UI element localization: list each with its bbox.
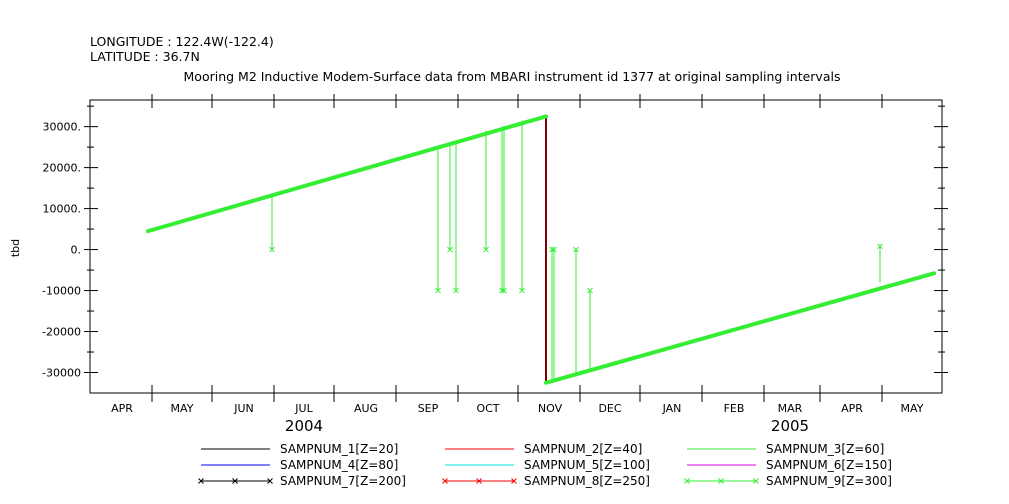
x-tick-label: FEB bbox=[724, 402, 745, 415]
legend-label: SAMPNUM_3[Z=60] bbox=[766, 442, 884, 456]
latitude-label: LATITUDE : 36.7N bbox=[90, 49, 200, 64]
x-tick-label: SEP bbox=[418, 402, 439, 415]
x-tick-label: APR bbox=[841, 402, 863, 415]
legend-item: SAMPNUM_5[Z=100] bbox=[445, 458, 650, 472]
series-line bbox=[146, 114, 548, 234]
legend-item: SAMPNUM_4[Z=80] bbox=[201, 458, 398, 472]
legend-marker bbox=[511, 478, 517, 484]
legend-label: SAMPNUM_9[Z=300] bbox=[766, 474, 892, 488]
legend-marker bbox=[442, 478, 448, 484]
x-tick-label: JUL bbox=[294, 402, 313, 415]
spike-marker bbox=[435, 287, 441, 294]
series-line bbox=[544, 271, 936, 385]
legend-label: SAMPNUM_6[Z=150] bbox=[766, 458, 892, 472]
x-tick-label: JAN bbox=[662, 402, 682, 415]
legend-marker bbox=[267, 478, 273, 484]
y-tick-label: -20000 bbox=[42, 326, 81, 339]
legend-marker bbox=[718, 478, 724, 484]
y-tick-label: 10000. bbox=[43, 203, 82, 216]
legend-item: SAMPNUM_8[Z=250] bbox=[442, 474, 650, 488]
legend-marker bbox=[232, 478, 238, 484]
legend-label: SAMPNUM_4[Z=80] bbox=[280, 458, 398, 472]
legend-item: SAMPNUM_1[Z=20] bbox=[201, 442, 398, 456]
y-tick-label: -30000 bbox=[42, 367, 81, 380]
legend-marker bbox=[198, 478, 204, 484]
legend-label: SAMPNUM_7[Z=200] bbox=[280, 474, 406, 488]
legend-item: SAMPNUM_9[Z=300] bbox=[684, 474, 892, 488]
legend-label: SAMPNUM_2[Z=40] bbox=[524, 442, 642, 456]
spike-marker bbox=[587, 287, 593, 294]
spike-marker bbox=[501, 287, 507, 294]
legend-label: SAMPNUM_5[Z=100] bbox=[524, 458, 650, 472]
legend-item: SAMPNUM_7[Z=200] bbox=[198, 474, 406, 488]
spike-marker bbox=[573, 246, 579, 253]
year-label: 2005 bbox=[771, 417, 809, 435]
plot-area: 30000. 20000. 10000. 0. -10000 -20000 -30000 AP… bbox=[42, 94, 948, 435]
y-tick-label: 0. bbox=[71, 244, 82, 257]
spike-marker bbox=[269, 246, 275, 253]
x-tick-label: MAY bbox=[171, 402, 194, 415]
spike-marker bbox=[877, 243, 883, 250]
x-tick-label: JUN bbox=[233, 402, 254, 415]
legend-marker bbox=[684, 478, 690, 484]
x-tick-label: AUG bbox=[354, 402, 378, 415]
chart-title: Mooring M2 Inductive Modem-Surface data … bbox=[184, 69, 841, 84]
legend-label: SAMPNUM_8[Z=250] bbox=[524, 474, 650, 488]
legend-item: SAMPNUM_2[Z=40] bbox=[445, 442, 642, 456]
spike-marker bbox=[447, 246, 453, 253]
year-label: 2004 bbox=[285, 417, 323, 435]
legend-marker bbox=[753, 478, 759, 484]
longitude-label: LONGITUDE : 122.4W(-122.4) bbox=[90, 34, 274, 49]
y-tick-label: 30000. bbox=[43, 121, 82, 134]
legend: SAMPNUM_1[Z=20] SAMPNUM_2[Z=40] SAMPNUM_3[… bbox=[198, 442, 892, 488]
x-tick-label: MAR bbox=[778, 402, 803, 415]
x-tick-label: NOV bbox=[538, 402, 563, 415]
y-tick-label: 20000. bbox=[43, 162, 82, 175]
plot-frame bbox=[89, 99, 943, 394]
legend-marker bbox=[476, 478, 482, 484]
spike-marker bbox=[519, 287, 525, 294]
spike-marker bbox=[483, 246, 489, 253]
legend-item: SAMPNUM_3[Z=60] bbox=[687, 442, 884, 456]
y-axis-label: tbd bbox=[9, 239, 22, 257]
legend-label: SAMPNUM_1[Z=20] bbox=[280, 442, 398, 456]
x-tick-label: OCT bbox=[476, 402, 499, 415]
x-tick-label: MAY bbox=[901, 402, 924, 415]
series-9 bbox=[146, 114, 936, 385]
legend-item: SAMPNUM_6[Z=150] bbox=[687, 458, 892, 472]
x-tick-label: DEC bbox=[598, 402, 621, 415]
spike-marker bbox=[551, 246, 557, 253]
x-tick-label: APR bbox=[111, 402, 133, 415]
y-tick-label: -10000 bbox=[42, 285, 81, 298]
spike-marker bbox=[453, 287, 459, 294]
